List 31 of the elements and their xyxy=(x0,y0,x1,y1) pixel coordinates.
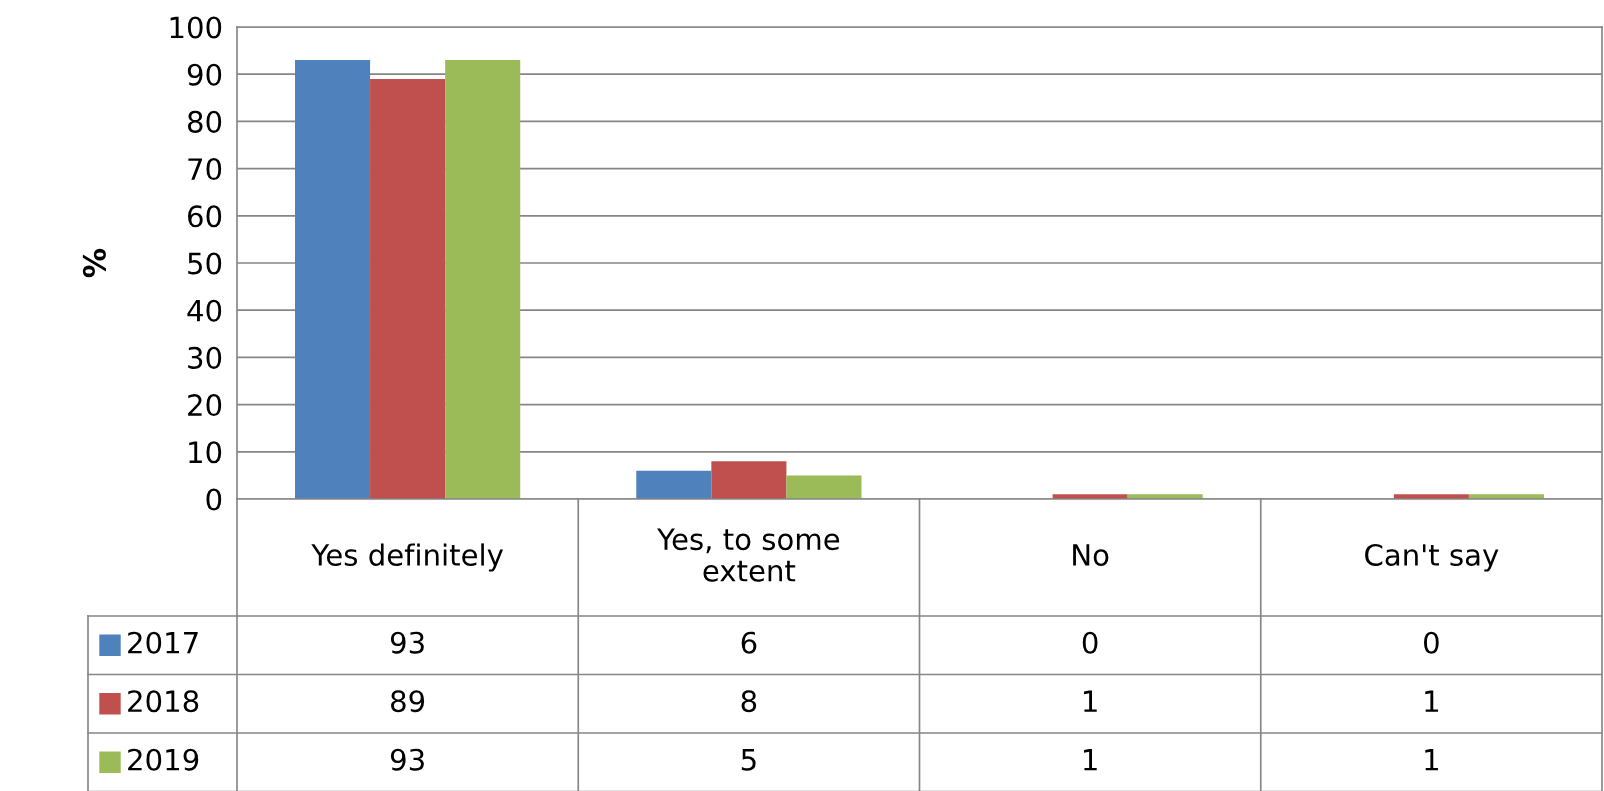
data-label: 1 xyxy=(1425,690,1438,712)
y-tick-label: 50 xyxy=(188,252,222,275)
legend-label: 2017 xyxy=(128,631,198,654)
y-tick-label: 30 xyxy=(188,346,222,369)
data-label: 8 xyxy=(741,690,757,713)
x-tick-label: No xyxy=(1073,544,1109,566)
y-axis-title: % xyxy=(82,248,106,278)
data-label: 0 xyxy=(1424,631,1439,654)
x-tick-label: Yes, to some extent xyxy=(657,528,840,582)
data-label: 6 xyxy=(741,631,757,654)
y-tick-label: 100 xyxy=(170,16,222,39)
data-label: 1 xyxy=(1084,690,1097,712)
data-label: 93 xyxy=(390,748,424,771)
data-label: 89 xyxy=(391,690,425,713)
data-label: 1 xyxy=(1084,749,1097,771)
data-label: 1 xyxy=(1425,749,1438,771)
x-tick-label: Can't say xyxy=(1365,543,1499,572)
y-tick-label: 80 xyxy=(187,110,222,133)
data-label: 93 xyxy=(390,631,424,654)
data-label: 0 xyxy=(1082,631,1098,654)
legend-label: 2018 xyxy=(128,690,199,713)
y-tick-label: 0 xyxy=(206,488,222,511)
y-tick-label: 10 xyxy=(189,441,222,464)
y-tick-label: 40 xyxy=(187,299,222,322)
y-tick-label: 70 xyxy=(188,158,222,181)
data-label: 5 xyxy=(741,749,756,771)
x-tick-label: Yes definitely xyxy=(311,543,504,572)
y-tick-label: 20 xyxy=(188,394,222,417)
y-tick-label: 60 xyxy=(188,205,222,228)
y-tick-label: 90 xyxy=(187,63,222,86)
legend-label: 2019 xyxy=(128,748,199,771)
